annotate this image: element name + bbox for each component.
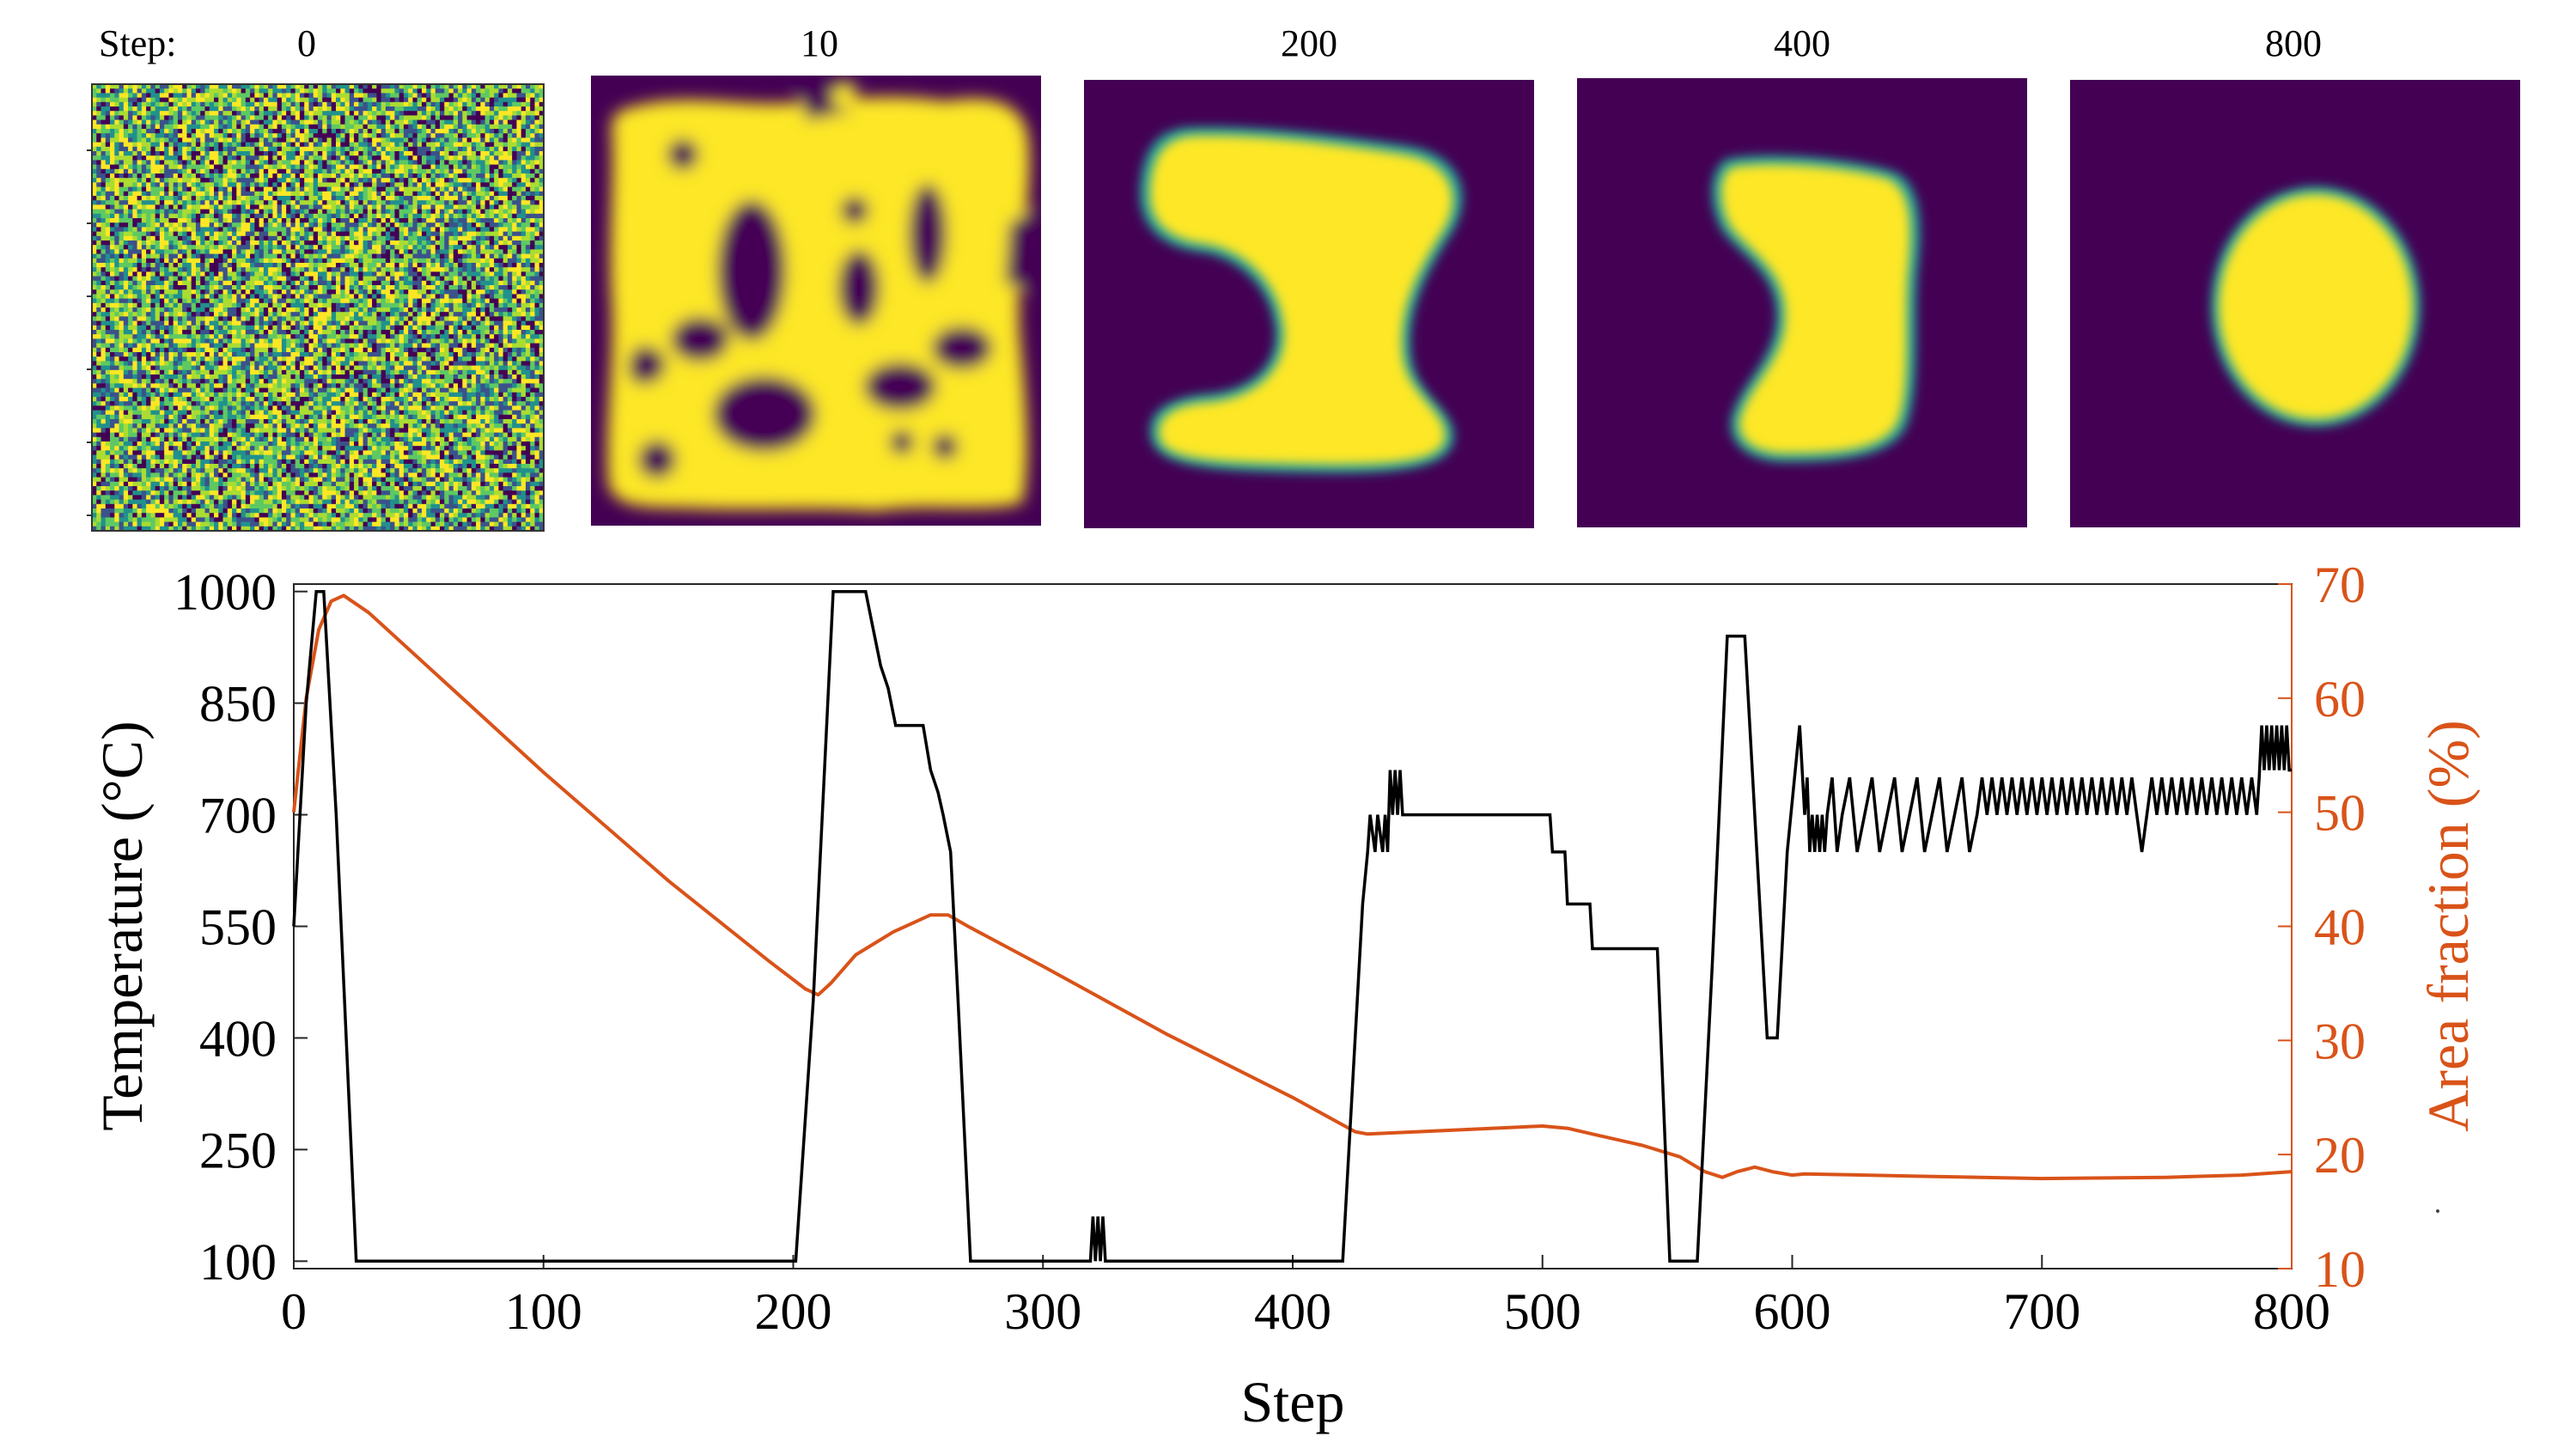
y-right-tick-label-50: 50 [2314,785,2366,842]
y-left-tick-label-700: 700 [199,788,277,844]
x-tick-label-100: 100 [505,1283,582,1340]
noise-field [92,84,545,532]
y-right-tick-label-10: 10 [2314,1241,2366,1298]
y-axis-right-title: Area fraction (%) [2415,720,2481,1132]
y-left-tick-label-850: 850 [199,676,277,733]
y-right-tick-label-30: 30 [2314,1013,2366,1069]
snapshot-panel-step-10 [591,76,1041,526]
circle-domain [2219,194,2413,419]
snapshot-step-labels: Step: 0 10 200 400 800 [99,22,2322,64]
snapshot-label-step-400: 400 [1774,22,1830,64]
snapshot-label-step-10: 10 [801,22,838,64]
y-left-tick-label-400: 400 [199,1010,277,1067]
snapshot-ticks-step-0 [87,149,92,516]
y-left-tick-label-250: 250 [199,1122,277,1178]
x-tick-label-200: 200 [755,1283,832,1340]
y-left-tick-label-550: 550 [199,899,277,956]
x-tick-label-300: 300 [1004,1283,1081,1340]
step-prefix-label: Step: [99,22,176,64]
x-tick-label-500: 500 [1504,1283,1581,1340]
x-tick-label-700: 700 [2003,1283,2080,1340]
y-axis-right: 10 20 30 40 50 60 70 [2278,557,2366,1298]
x-tick-label-0: 0 [281,1283,307,1340]
snapshot-label-step-800: 800 [2265,22,2322,64]
spinodal-domains [607,77,1039,512]
y-right-tick-label-40: 40 [2314,899,2366,956]
y-right-tick-label-20: 20 [2314,1127,2366,1184]
kidney-domain [1720,164,1910,454]
y-right-tick-label-60: 60 [2314,671,2366,728]
snapshot-panel-step-400 [1577,78,2027,527]
snapshot-panel-step-800 [2070,80,2520,527]
area-fraction-line [292,594,2293,1181]
y-axis-left-title: Temperature (°C) [89,721,155,1130]
dogbone-domain [1149,135,1453,465]
snapshot-panel-step-200 [1084,80,1534,528]
temperature-line [292,589,2292,1263]
y-left-tick-label-100: 100 [199,1233,277,1290]
snapshot-label-step-200: 200 [1281,22,1337,64]
x-tick-label-600: 600 [1754,1283,1831,1340]
stray-mark [2436,1209,2439,1213]
snapshot-label-step-0: 0 [297,22,316,64]
y-axis-left: 100 250 400 550 700 850 1000 [174,564,308,1290]
y-left-tick-label-1000: 1000 [174,564,277,621]
x-tick-label-800: 800 [2253,1283,2330,1340]
x-axis: 0 100 200 300 400 500 600 700 800 [281,1255,2330,1340]
x-axis-title: Step [1241,1369,1345,1434]
y-right-tick-label-70: 70 [2314,557,2366,613]
x-tick-label-400: 400 [1254,1283,1331,1340]
snapshot-panel-step-0 [87,83,545,532]
snapshot-frame-step-0 [91,83,545,532]
plot-area [293,583,2293,1269]
main-chart: 0 100 200 300 400 500 600 700 800 10025040055070… [89,557,2481,1434]
